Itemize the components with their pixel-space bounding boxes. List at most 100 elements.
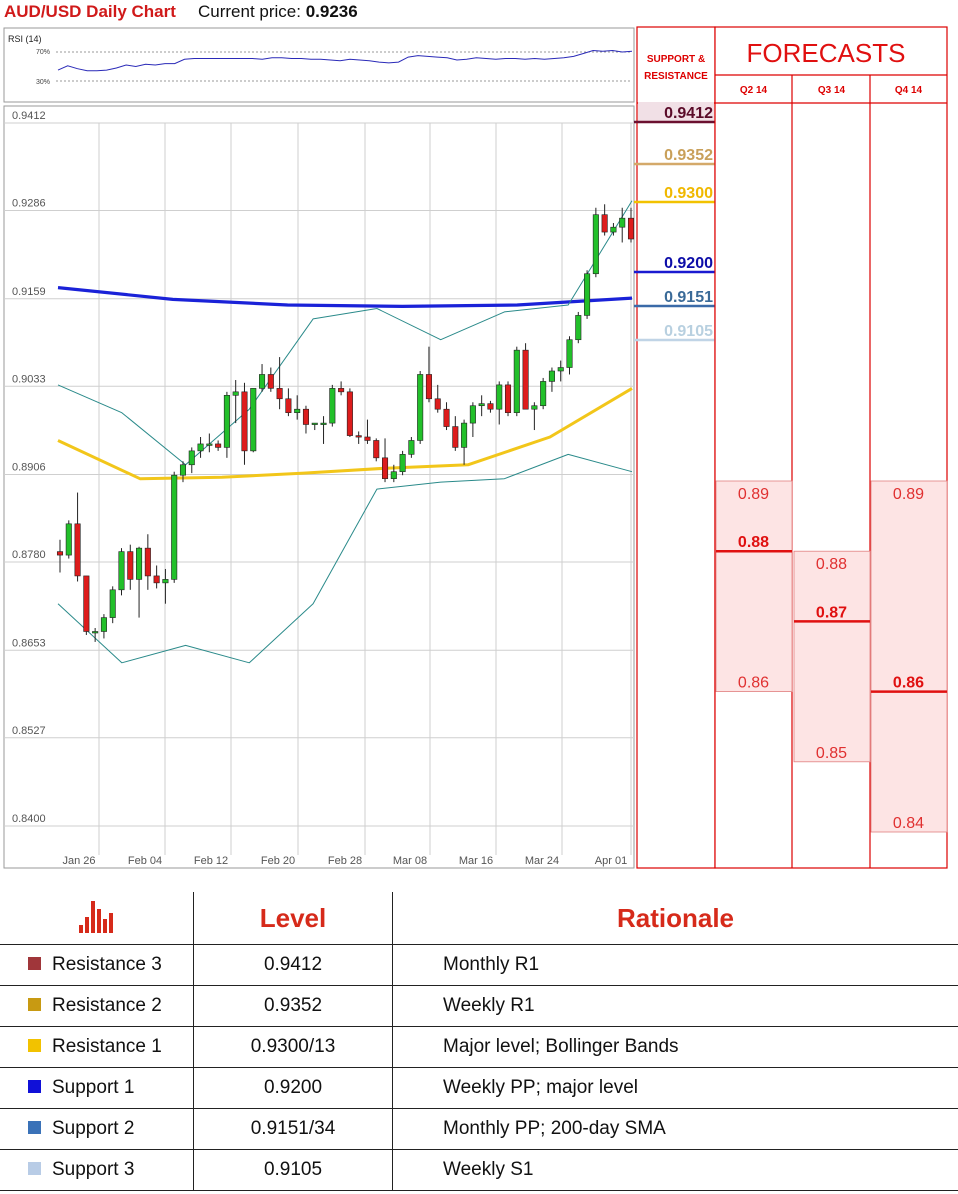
candle-body <box>627 217 635 240</box>
rsi-line <box>57 49 633 72</box>
candle-body <box>399 454 406 473</box>
table-row: Support 1 0.9200 Weekly PP; major level <box>0 1067 958 1109</box>
y-tick-label: 0.8906 <box>12 462 46 474</box>
forecast-layer: Q2 14 0.89 0.88 0.86 Q3 14 0.88 0.87 0.85 Q4 14 0… <box>715 85 948 833</box>
x-tick-label: Jan 26 <box>62 855 95 867</box>
row-name: Resistance 3 <box>52 953 162 975</box>
candle-body <box>74 523 81 577</box>
candle-body <box>171 474 178 580</box>
y-tick-label: 0.8527 <box>12 725 46 737</box>
forecast-low-value: 0.85 <box>816 745 847 762</box>
candle-body <box>153 575 160 584</box>
row-name: Support 1 <box>52 1076 135 1098</box>
row-color-swatch <box>28 1121 41 1135</box>
candle-body <box>285 398 292 413</box>
candle-body <box>566 339 573 368</box>
candle-body <box>100 617 107 632</box>
forecast-high-value: 0.88 <box>816 556 847 573</box>
candle-body <box>364 436 371 441</box>
row-color-swatch <box>28 1039 41 1053</box>
row-color-swatch <box>28 957 41 971</box>
forecast-mid-value: 0.87 <box>816 604 847 621</box>
candle-body <box>162 579 169 584</box>
table-header-rationale: Rationale <box>392 892 958 945</box>
sr-header-line1: SUPPORT & <box>647 54 705 65</box>
row-level: 0.9200 <box>193 1067 393 1109</box>
rsi-layer <box>57 49 633 72</box>
row-level: 0.9105 <box>193 1149 393 1191</box>
grid-layer <box>4 122 634 855</box>
row-color-swatch <box>28 1080 41 1094</box>
row-level: 0.9300/13 <box>193 1026 393 1068</box>
bollinger-lower-line <box>57 453 633 664</box>
candle-body <box>250 388 257 452</box>
candle-body <box>610 226 617 233</box>
table-row: Resistance 3 0.9412 Monthly R1 <box>0 944 958 986</box>
forecast-title: FORECASTS <box>747 38 906 68</box>
candle-body <box>355 435 362 438</box>
y-tick-label: 0.9412 <box>12 110 46 122</box>
quarter-label: Q3 14 <box>818 85 846 96</box>
candle-body <box>487 403 494 410</box>
x-tick-label: Mar 24 <box>525 855 559 867</box>
candle-body <box>540 381 547 407</box>
row-rationale: Weekly S1 <box>392 1149 958 1191</box>
table-row: Support 2 0.9151/34 Monthly PP; 200-day … <box>0 1108 958 1150</box>
row-level: 0.9352 <box>193 985 393 1027</box>
candle-body <box>408 440 415 455</box>
candle-body <box>417 374 424 441</box>
candle-body <box>592 214 599 275</box>
candle-body <box>109 589 116 618</box>
candle-body <box>223 395 230 448</box>
level-value: 0.9352 <box>664 147 713 164</box>
candle-body <box>469 405 476 424</box>
row-name: Support 2 <box>52 1117 135 1139</box>
candle-body <box>92 631 99 634</box>
bollinger-upper-line <box>57 200 633 466</box>
200-day-sma-line <box>57 286 633 308</box>
x-tick-label: Mar 16 <box>459 855 493 867</box>
table-row: Support 3 0.9105 Weekly S1 <box>0 1149 958 1191</box>
candle-body <box>136 547 143 580</box>
level-value: 0.9412 <box>664 105 713 122</box>
y-tick-label: 0.9159 <box>12 286 46 298</box>
table-header-level: Level <box>193 892 393 945</box>
price-value: 0.9236 <box>305 2 358 21</box>
candle-body <box>557 367 564 372</box>
candle-body <box>548 370 555 382</box>
candle-body <box>56 551 64 556</box>
y-tick-label: 0.9286 <box>12 198 46 210</box>
x-tick-label: Feb 12 <box>194 855 228 867</box>
candle-body <box>504 384 512 413</box>
candle-body <box>232 391 239 396</box>
level-value: 0.9200 <box>664 255 713 272</box>
forecast-low-value: 0.84 <box>893 815 924 832</box>
candle-body <box>206 443 213 446</box>
sr-header-line2: RESISTANCE <box>644 71 708 82</box>
forecast-mid-value: 0.88 <box>738 534 769 551</box>
candle-body <box>434 398 441 410</box>
row-rationale: Monthly R1 <box>392 944 958 986</box>
row-rationale: Major level; Bollinger Bands <box>392 1026 958 1068</box>
table-row: Resistance 1 0.9300/13 Major level; Boll… <box>0 1026 958 1068</box>
forecast-range-band <box>793 550 871 763</box>
candle-body <box>302 408 309 425</box>
candle-body <box>83 575 90 632</box>
x-tick-label: Feb 28 <box>328 855 362 867</box>
row-rationale: Weekly R1 <box>392 985 958 1027</box>
bar-chart-icon <box>78 900 113 933</box>
rsi-panel <box>3 27 635 103</box>
candle-body <box>575 315 582 341</box>
candle-body <box>513 349 520 413</box>
level-value: 0.9151 <box>664 289 713 306</box>
rsi-level-high: 70% <box>36 49 50 56</box>
candle-body <box>390 471 397 479</box>
candle-body <box>215 443 222 448</box>
level-value: 0.9105 <box>664 323 713 340</box>
candle-body <box>531 405 538 410</box>
50-day-sma-line <box>57 387 633 481</box>
rsi-label: RSI (14) <box>8 34 42 44</box>
candle-body <box>452 426 459 448</box>
row-name: Resistance 1 <box>52 1035 162 1057</box>
table-header-icon-cell <box>0 892 194 945</box>
